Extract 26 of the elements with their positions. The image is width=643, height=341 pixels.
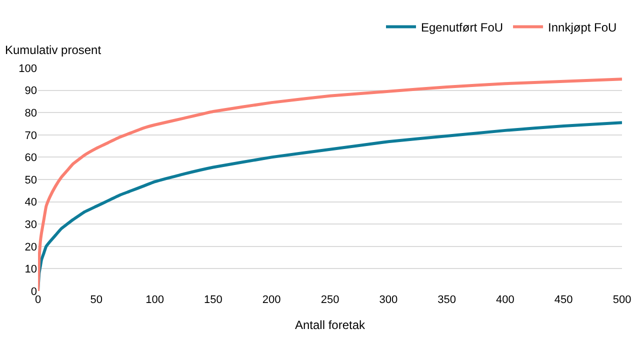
y-tick-label: 90 xyxy=(24,85,37,98)
x-tick-label: 450 xyxy=(554,294,573,306)
x-tick-label: 400 xyxy=(496,294,514,306)
x-axis-title: Antall foretak xyxy=(294,318,366,332)
x-tick-label: 300 xyxy=(379,294,398,306)
y-tick-label: 20 xyxy=(24,241,37,254)
x-tick-label: 200 xyxy=(262,294,281,306)
x-tick-label: 150 xyxy=(204,294,222,306)
line-series xyxy=(38,78,622,291)
y-tick-label: 70 xyxy=(24,130,37,142)
x-tick-label: 100 xyxy=(146,294,164,306)
y-tick-label: 60 xyxy=(24,152,37,164)
y-tick-label: 80 xyxy=(24,107,37,120)
legend-label: Egenutført FoU xyxy=(421,20,504,34)
x-tick-label: 50 xyxy=(90,294,103,306)
y-tick-label: 100 xyxy=(18,62,37,75)
x-tick-label: 500 xyxy=(612,294,632,306)
x-tick-label: 350 xyxy=(438,294,456,306)
x-tick-label: 250 xyxy=(320,294,340,306)
y-tick-label: 0 xyxy=(30,286,37,298)
y-axis-title: Kumulativ prosent xyxy=(5,43,102,57)
y-tick-label: 30 xyxy=(24,218,37,231)
y-tick-label: 40 xyxy=(24,196,37,209)
legend-label: Innkjøpt FoU xyxy=(548,20,617,34)
y-tick-label: 10 xyxy=(24,264,37,276)
y-tick-label: 50 xyxy=(24,174,37,186)
